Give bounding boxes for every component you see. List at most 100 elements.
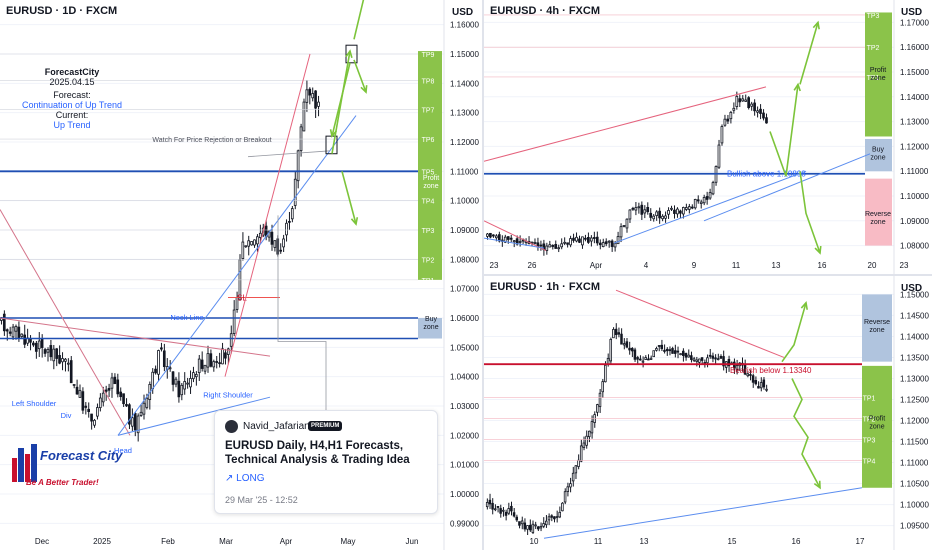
bull-candle [604, 364, 607, 383]
bull-candle [687, 354, 690, 358]
bear-candle [630, 347, 634, 352]
bear-candle [658, 210, 661, 219]
daily-chart-canvas[interactable]: 1.16000 1.15000 1.14000 1.13000 1.12000 1.110… [0, 0, 482, 550]
h4-chart-canvas[interactable]: 1.17000 1.16000 1.15000 1.14000 1.13000 1.120… [484, 0, 932, 274]
bull-candle [756, 110, 759, 113]
bear-candle [177, 380, 181, 398]
author-name[interactable]: Navid_Jafarian [243, 421, 310, 432]
bear-candle [270, 231, 274, 245]
bull-candle [729, 111, 733, 120]
bull-candle [189, 378, 192, 388]
h1-chart-canvas[interactable]: 1.15000 1.14500 1.14000 1.13500 1.13000 1.125… [484, 276, 932, 550]
tp-label: TP1 [863, 395, 876, 402]
price-tick-label: 1.12000 [900, 142, 929, 151]
bull-candle [588, 430, 591, 438]
bull-candle [548, 244, 552, 248]
bull-candle [512, 240, 516, 243]
bull-candle [652, 215, 656, 220]
bear-candle [279, 249, 282, 252]
bull-candle [494, 235, 498, 239]
bull-candle [569, 483, 572, 488]
bull-candle [139, 411, 143, 416]
bear-candle [171, 371, 175, 385]
price-tick-label: 1.08000 [900, 242, 929, 251]
bull-candle [581, 236, 584, 246]
panel-divider-vertical[interactable] [482, 0, 484, 550]
bull-candle [64, 358, 67, 362]
idea-headline[interactable]: EURUSD Daily, H4,H1 Forecasts, Technical… [225, 440, 410, 466]
bull-candle [183, 381, 186, 390]
tp-label: TP6 [422, 137, 435, 144]
bull-candle [232, 309, 236, 334]
daily-chart-title: EURUSD · 1D · FXCM [6, 5, 118, 17]
bull-candle [759, 382, 763, 389]
falling-resistance-line [615, 289, 785, 358]
price-tick-label: 1.10000 [450, 197, 479, 206]
current-value: Up Trend [53, 120, 91, 130]
h4-currency-label: USD [901, 7, 923, 18]
buy-zone-label: zone [870, 154, 885, 161]
h1-chart-panel[interactable]: 1.15000 1.14500 1.14000 1.13500 1.13000 1.125… [484, 276, 932, 550]
bear-candle [218, 362, 221, 365]
bull-candle [717, 144, 721, 168]
profit-zone-label: zone [870, 75, 885, 82]
bull-candle [212, 361, 216, 368]
bear-candle [551, 244, 555, 247]
time-tick-label: May [340, 537, 355, 546]
bull-candle [168, 367, 172, 370]
bull-candle [545, 520, 548, 526]
bear-candle [491, 502, 494, 510]
bull-candle [558, 511, 561, 518]
price-tick-label: 1.10000 [900, 501, 929, 510]
bull-candle [601, 381, 604, 393]
bull-candle [641, 360, 645, 363]
bear-candle [639, 358, 642, 361]
bull-candle [698, 358, 701, 363]
tp-label: TP2 [422, 257, 435, 264]
h4-chart-panel[interactable]: 1.17000 1.16000 1.15000 1.14000 1.13000 1.120… [484, 0, 932, 274]
stop-loss-label: SL [237, 293, 247, 302]
bull-candle [530, 241, 534, 244]
daily-chart-panel[interactable]: 1.16000 1.15000 1.14000 1.13000 1.12000 1.110… [0, 0, 482, 550]
bear-candle [753, 102, 756, 112]
bull-candle [317, 101, 320, 107]
time-tick-label: 26 [528, 261, 537, 270]
bull-candle [14, 326, 18, 332]
forecast-rise-arrow-head [345, 49, 353, 59]
bear-candle [154, 368, 157, 374]
reverse-zone [862, 294, 892, 362]
price-tick-label: 1.15000 [900, 68, 929, 77]
watch-pointer-line [247, 150, 331, 158]
bull-candle [706, 357, 709, 364]
bear-candle [636, 357, 639, 360]
bull-candle [735, 96, 739, 107]
tp-label: TP7 [422, 108, 435, 115]
bull-candle [589, 237, 593, 242]
bear-candle [528, 524, 532, 531]
forecast-value: Continuation of Up Trend [21, 100, 123, 110]
bear-candle [40, 338, 44, 348]
bear-candle [314, 90, 317, 109]
bull-candle [174, 378, 178, 385]
bear-candle [592, 237, 596, 239]
price-tick-label: 1.11000 [900, 459, 929, 468]
panel-divider-horizontal[interactable] [484, 274, 932, 276]
bear-candle [649, 212, 653, 218]
time-tick-label: 11 [732, 261, 741, 270]
bear-candle [133, 413, 137, 431]
idea-card[interactable]: Navid_Jafarian PREMIUM EURUSD Daily, H4,… [214, 410, 438, 514]
bear-candle [492, 234, 495, 237]
price-tick-label: 1.12500 [900, 395, 929, 404]
bull-candle [634, 207, 638, 211]
tp-label: TP2 [867, 45, 880, 52]
bear-candle [617, 332, 621, 335]
bull-candle [93, 419, 96, 426]
buy-zone [418, 318, 442, 339]
h1-chart-title: EURUSD · 1h · FXCM [490, 281, 600, 293]
bull-candle [616, 236, 620, 245]
bear-candle [224, 352, 227, 359]
time-tick-label: 4 [644, 261, 649, 270]
bear-candle [566, 242, 569, 245]
forecast-continuation-arrow [353, 0, 365, 40]
bull-candle [622, 225, 626, 227]
